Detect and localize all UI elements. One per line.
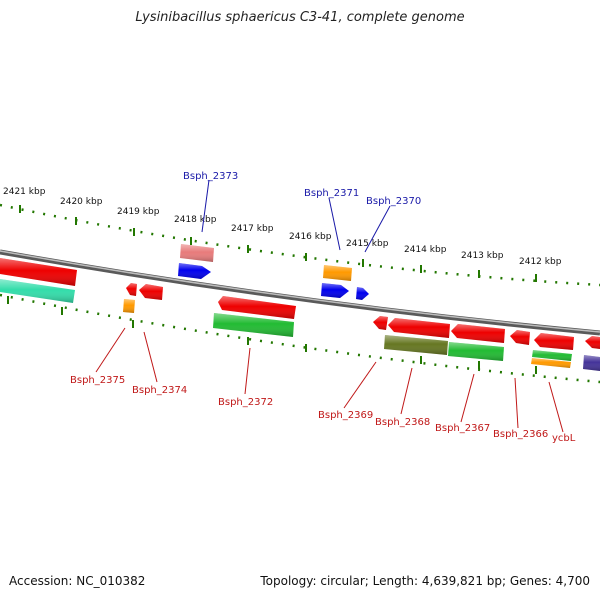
scale-label: 2414 kbp xyxy=(404,245,447,255)
scale-label: 2413 kbp xyxy=(461,251,504,261)
scale-label: 2417 kbp xyxy=(231,224,274,234)
reverse-strand-features xyxy=(0,279,600,371)
gene-label-bsph-2370[interactable]: Bsph_2370 xyxy=(366,196,421,207)
gene-label-bsph-2369[interactable]: Bsph_2369 xyxy=(318,410,373,421)
scale-label: 2420 kbp xyxy=(60,197,103,207)
forward-gene-labels: Bsph_2373 Bsph_2371 Bsph_2370 xyxy=(183,171,421,207)
gene-label-bsph-2371[interactable]: Bsph_2371 xyxy=(304,188,359,199)
scale-label: 2415 kbp xyxy=(346,239,389,249)
gene-label-bsph-2367[interactable]: Bsph_2367 xyxy=(435,423,490,434)
gene-label-bsph-2374[interactable]: Bsph_2374 xyxy=(132,385,187,396)
map-title: Lysinibacillus sphaericus C3-41, complet… xyxy=(135,10,465,25)
scale-labels: 2421 kbp 2420 kbp 2419 kbp 2418 kbp 2417… xyxy=(3,187,562,267)
genome-backbone xyxy=(0,249,600,336)
topology-text: Topology: circular; Length: 4,639,821 bp… xyxy=(260,574,590,588)
gene-label-bsph-2368[interactable]: Bsph_2368 xyxy=(375,417,430,428)
gene-label-ycbl[interactable]: ycbL xyxy=(552,433,576,444)
gene-label-bsph-2372[interactable]: Bsph_2372 xyxy=(218,397,273,408)
scale-label: 2416 kbp xyxy=(289,232,332,242)
reverse-gene-labels: Bsph_2375 Bsph_2374 Bsph_2372 Bsph_2369 … xyxy=(70,375,576,444)
scale-label: 2418 kbp xyxy=(174,215,217,225)
accession-text: Accession: NC_010382 xyxy=(9,574,146,588)
scale-label: 2419 kbp xyxy=(117,207,160,217)
scale-label: 2412 kbp xyxy=(519,257,562,267)
outer-tick-ring xyxy=(0,203,600,287)
inner-tick-ring xyxy=(0,293,600,384)
forward-strand-features xyxy=(0,244,369,300)
leader-lines xyxy=(95,179,564,433)
gene-label-bsph-2366[interactable]: Bsph_2366 xyxy=(493,429,548,440)
gene-label-bsph-2373[interactable]: Bsph_2373 xyxy=(183,171,238,182)
scale-label: 2421 kbp xyxy=(3,187,46,197)
gene-label-bsph-2375[interactable]: Bsph_2375 xyxy=(70,375,125,386)
